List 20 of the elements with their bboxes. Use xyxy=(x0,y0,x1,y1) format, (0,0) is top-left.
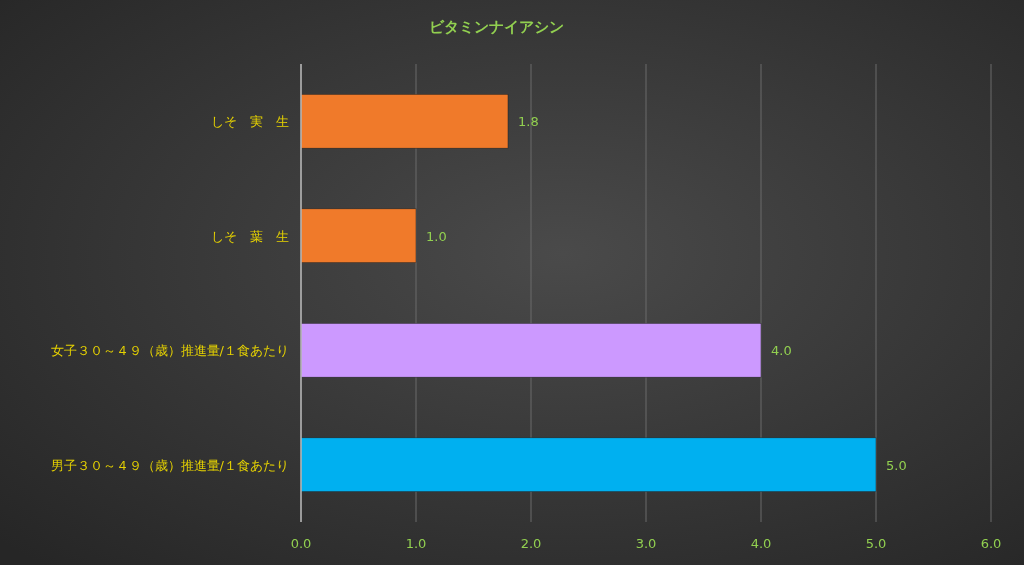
x-tick-label: 5.0 xyxy=(865,536,887,551)
data-label: 1.0 xyxy=(426,228,447,244)
data-label: 4.0 xyxy=(771,343,792,359)
data-label: 1.8 xyxy=(518,114,539,130)
bar xyxy=(300,323,762,378)
y-tick-label: しそ 実 生 xyxy=(211,114,289,130)
bar xyxy=(300,437,877,492)
y-tick-label: しそ 葉 生 xyxy=(211,228,289,244)
x-tick-label: 2.0 xyxy=(520,536,542,551)
x-tick-label: 0.0 xyxy=(290,536,312,551)
y-tick-label: 女子３０～４９（歳）推進量/１食あたり xyxy=(50,343,289,359)
x-tick-label: 3.0 xyxy=(635,536,657,551)
chart-title: ビタミンナイアシン xyxy=(428,18,564,36)
y-tick-label: 男子３０～４９（歳）推進量/１食あたり xyxy=(50,457,289,473)
x-tick-label: 4.0 xyxy=(750,536,772,551)
bar xyxy=(300,208,417,263)
bar xyxy=(300,94,509,149)
x-tick-label: 1.0 xyxy=(405,536,427,551)
data-label: 5.0 xyxy=(886,457,907,473)
x-tick-label: 6.0 xyxy=(980,536,1002,551)
